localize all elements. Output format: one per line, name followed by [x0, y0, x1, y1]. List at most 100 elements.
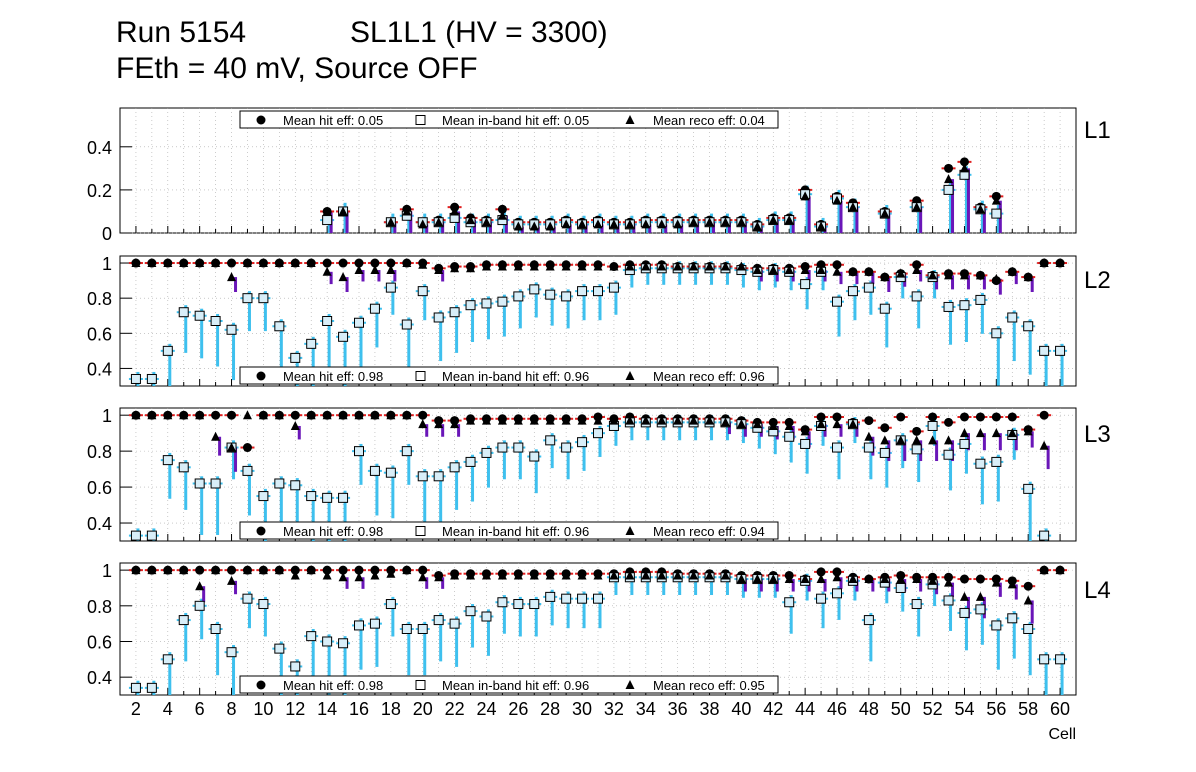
hit-point — [338, 565, 348, 575]
reco-point — [975, 591, 985, 601]
inband-point — [401, 319, 412, 330]
y-tick-label: 0.4 — [87, 514, 112, 534]
x-tick-label: 50 — [891, 699, 911, 719]
legend-reco-marker — [625, 371, 635, 380]
reco-point — [529, 415, 539, 425]
reco-point — [912, 435, 922, 445]
reco-point — [450, 419, 460, 429]
reco-point — [991, 577, 1001, 587]
reco-point — [912, 574, 922, 584]
reco-point — [944, 270, 954, 280]
inband-point — [863, 615, 874, 626]
inband-point — [1055, 654, 1066, 665]
reco-point — [561, 415, 571, 425]
x-tick-label: 36 — [668, 699, 688, 719]
panel-l1: 0 0.2 0.4 L1 Mean hit eff: 0.05 Mean in-band … — [87, 107, 1111, 244]
legend: Mean hit eff: 0.98 Mean in-band hit eff: … — [239, 366, 779, 385]
reco-point — [705, 570, 715, 580]
reco-point — [848, 202, 858, 212]
inband-point — [991, 456, 1002, 467]
inband-point — [991, 328, 1002, 339]
inband-point — [1023, 483, 1034, 494]
reco-point — [418, 219, 428, 229]
reco-point — [354, 572, 364, 582]
inband-point — [1039, 654, 1050, 665]
inband-point — [608, 282, 619, 293]
hit-point — [354, 258, 364, 268]
reco-point — [577, 219, 587, 229]
reco-point — [513, 570, 523, 580]
inband-point — [162, 654, 173, 665]
reco-point — [290, 420, 300, 430]
inband-point — [433, 615, 444, 626]
reco-point — [386, 265, 396, 275]
inband-point — [481, 447, 492, 458]
inband-point — [1039, 345, 1050, 356]
inband-point — [481, 611, 492, 622]
reco-point — [450, 570, 460, 580]
inband-point — [130, 373, 141, 384]
hit-point — [370, 258, 380, 268]
reco-point — [179, 565, 189, 575]
inband-point — [242, 465, 253, 476]
x-tick-label: 34 — [636, 699, 656, 719]
reco-point — [832, 266, 842, 276]
reco-point — [481, 217, 491, 227]
reco-point — [816, 221, 826, 231]
legend: Mean hit eff: 0.05 Mean in-band hit eff: … — [239, 110, 779, 129]
inband-point — [369, 303, 380, 314]
x-tick-label: 28 — [540, 699, 560, 719]
inband-point — [274, 643, 285, 654]
reco-point — [625, 219, 635, 229]
reco-point — [577, 261, 587, 271]
inband-point — [911, 599, 922, 610]
panel-label-l3: L3 — [1084, 421, 1111, 448]
reco-point — [880, 574, 890, 584]
legend: Mean hit eff: 0.98 Mean in-band hit eff: … — [239, 521, 779, 540]
legend-inband-label: Mean in-band hit eff: 0.05 — [442, 113, 589, 128]
x-tick-label: 6 — [195, 699, 205, 719]
inband-point — [258, 293, 269, 304]
reco-point — [593, 415, 603, 425]
inband-point — [497, 296, 508, 307]
reco-point — [864, 574, 874, 584]
reco-point — [306, 258, 316, 268]
reco-point — [720, 570, 730, 580]
legend-reco-label: Mean reco eff: 0.04 — [653, 113, 765, 128]
x-tick-label: 48 — [859, 699, 879, 719]
hit-point — [959, 157, 969, 167]
reco-point — [497, 570, 507, 580]
hit-point — [227, 258, 237, 268]
reco-point — [513, 261, 523, 271]
x-axis-title: Cell — [1048, 726, 1076, 743]
inband-point — [577, 593, 588, 604]
panel-l3: 0.4 0.6 0.8 1 L3 Mean hit eff: 0.98 Mean in-ba… — [87, 406, 1111, 542]
y-tick-label: 0 — [102, 224, 112, 244]
x-tick-label: 38 — [700, 699, 720, 719]
reco-point — [163, 410, 173, 420]
inband-point — [210, 316, 221, 326]
reco-point — [593, 219, 603, 229]
reco-point — [497, 210, 507, 220]
y-tick-label: 0.2 — [87, 181, 112, 201]
inband-point — [369, 618, 380, 629]
inband-point — [593, 286, 603, 297]
x-tick-label: 26 — [508, 699, 528, 719]
reco-point — [720, 217, 730, 227]
reco-point — [689, 415, 699, 425]
reco-point — [386, 410, 396, 420]
reco-point — [434, 265, 444, 275]
reco-point — [577, 570, 587, 580]
legend-reco-label: Mean reco eff: 0.95 — [653, 678, 765, 693]
reco-point — [466, 263, 476, 273]
reco-point — [848, 419, 858, 429]
reco-point — [450, 263, 460, 273]
hit-point — [418, 410, 428, 420]
reco-point — [689, 570, 699, 580]
inband-point — [338, 638, 349, 649]
inband-point — [401, 446, 412, 457]
inband-point — [258, 491, 269, 502]
reco-point — [306, 410, 316, 420]
inband-point — [146, 373, 157, 384]
inband-point — [481, 298, 492, 309]
